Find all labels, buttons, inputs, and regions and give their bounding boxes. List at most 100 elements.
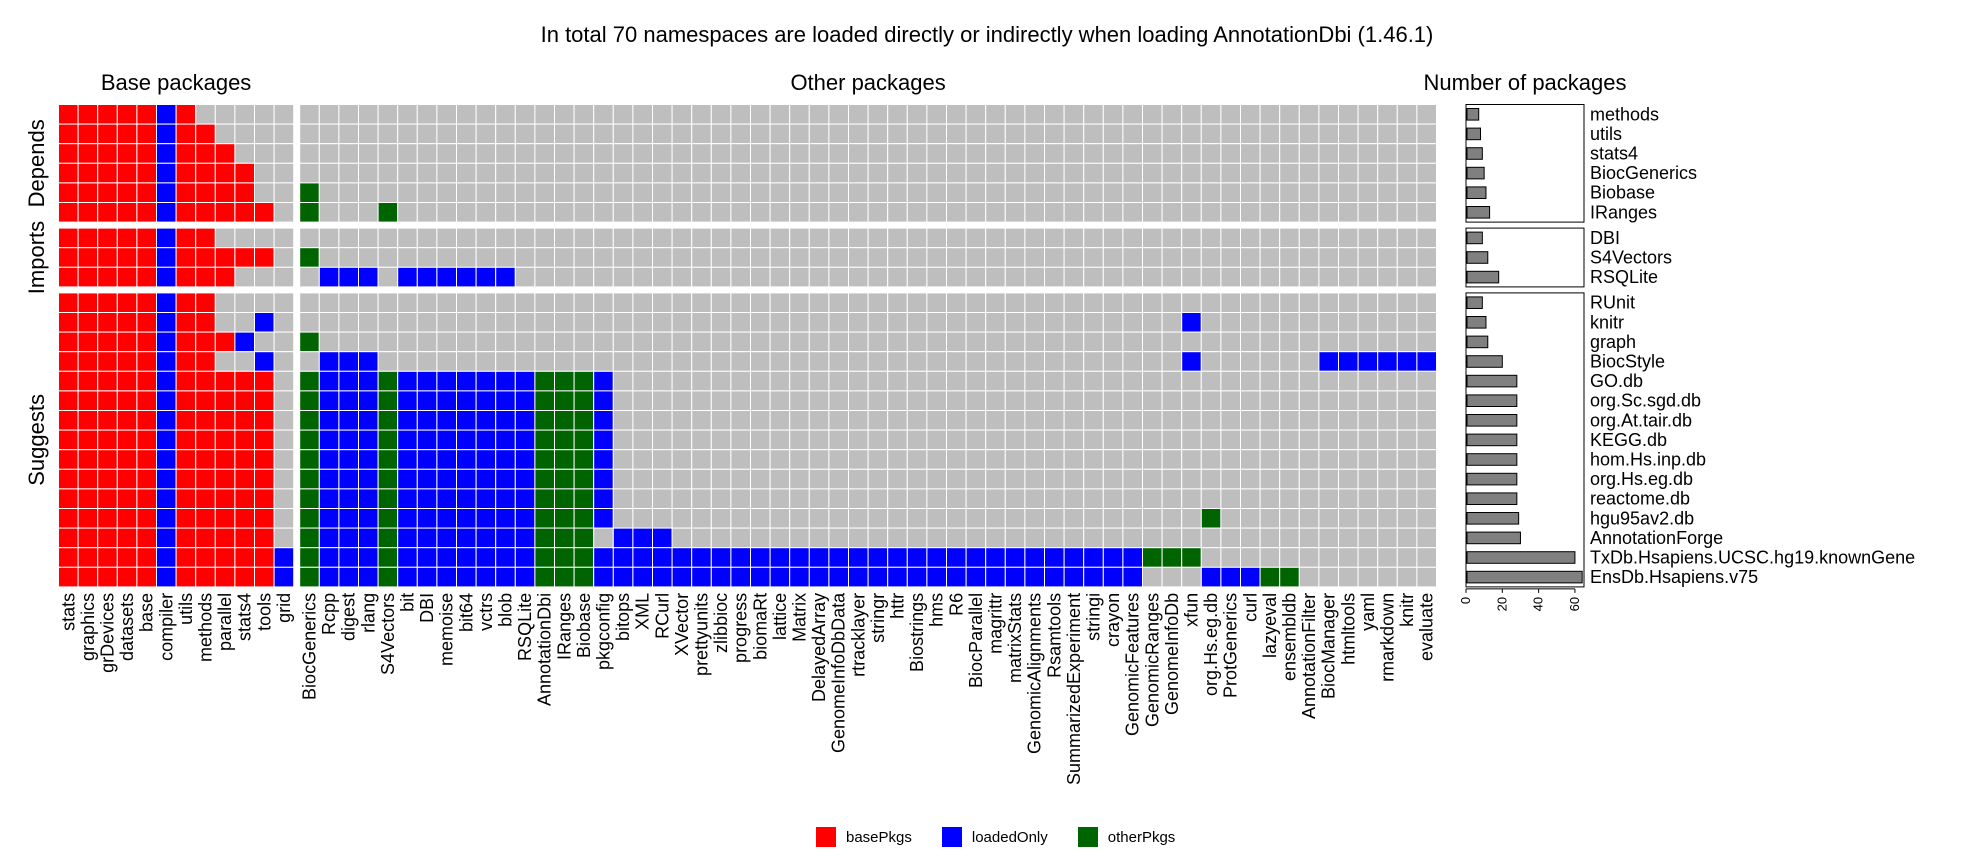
cell-go-db-httr <box>887 370 908 392</box>
cell-org-hs-eg-db-rcurl <box>652 468 673 490</box>
cell-biobase-genomicalignments <box>1024 182 1046 203</box>
cell-biocgenerics-delayedarray <box>808 162 830 184</box>
cell-go-db-tools <box>254 370 275 392</box>
cell-biobase-memoise <box>436 182 457 203</box>
cell-knitr-iranges <box>554 312 575 333</box>
cell-annotationforge-biocmanager <box>1318 527 1340 549</box>
cell-org-at-tair-db-knitr <box>1396 410 1418 431</box>
cell-biocgenerics-htmltools <box>1338 162 1359 184</box>
bar-axis-tick-label-0: 0 <box>1458 597 1473 604</box>
cell-hom-hs-inp-db-summarizedexperiment <box>1063 449 1085 470</box>
cell-hom-hs-inp-db-base <box>136 449 157 470</box>
cell-hom-hs-inp-db-lattice <box>769 449 791 470</box>
cell-annotationforge-dbi <box>416 527 438 549</box>
cell-knitr-rlang <box>358 312 379 333</box>
cell-rsqlite-stats <box>58 266 79 288</box>
col-label-delayedarray: DelayedArray <box>809 593 829 702</box>
cell-reactome-db-methods <box>195 488 216 509</box>
cell-org-sc-sgd-db-genomicranges <box>1142 390 1163 411</box>
cell-dbi-prettyunits <box>691 227 712 249</box>
cell-s4vectors-genomeinfodbdata <box>828 247 850 268</box>
col-label-evaluate: evaluate <box>1417 593 1437 661</box>
cell-ensdb-hsapiens-v75-biomart <box>750 566 771 588</box>
cell-biocstyle-protgenerics <box>1220 351 1242 372</box>
cell-hgu95av2-db-rsqlite <box>514 508 536 529</box>
cell-biocstyle-genomeinfodbdata <box>828 351 850 372</box>
cell-org-hs-eg-db-biocparallel <box>965 468 987 490</box>
cell-iranges-graphics <box>77 202 99 223</box>
cell-dbi-grdevices <box>97 227 118 249</box>
cell-iranges-genomicfeatures <box>1122 202 1144 223</box>
cell-knitr-httr <box>887 312 908 333</box>
cell-biocgenerics-matrixstats <box>1004 162 1026 184</box>
cell-biocgenerics-crayon <box>1102 162 1124 184</box>
bar-dbi <box>1466 231 1483 245</box>
cell-go-db-rmarkdown <box>1377 370 1398 392</box>
cell-runit-prettyunits <box>691 292 712 313</box>
cell-graph-annotationfilter <box>1298 331 1320 353</box>
cell-hom-hs-inp-db-tools <box>254 449 275 470</box>
cell-stats4-datasets <box>116 143 138 164</box>
cell-s4vectors-annotationdbi <box>534 247 556 268</box>
cell-knitr-stats4 <box>234 312 255 333</box>
col-label-lattice: lattice <box>770 593 790 640</box>
col-label-magrittr: magrittr <box>986 593 1006 654</box>
cell-dbi-rmarkdown <box>1377 227 1398 249</box>
cell-kegg-db-genomicalignments <box>1024 429 1046 451</box>
cell-org-hs-eg-db-genomeinfodbdata <box>828 468 850 490</box>
cell-org-at-tair-db-curl <box>1240 410 1261 431</box>
cell-dbi-htmltools <box>1338 227 1359 249</box>
cell-rsqlite-xvector <box>671 266 693 288</box>
cell-s4vectors-knitr <box>1396 247 1418 268</box>
cell-annotationforge-htmltools <box>1338 527 1359 549</box>
cell-kegg-db-curl <box>1240 429 1261 451</box>
cell-go-db-s4vectors <box>377 370 399 392</box>
cell-stats4-tools <box>254 143 275 164</box>
cell-methods-vctrs <box>475 104 497 125</box>
cell-iranges-rtracklayer <box>848 202 869 223</box>
cell-iranges-lattice <box>769 202 791 223</box>
cell-biocgenerics-stringi <box>1083 162 1104 184</box>
cell-kegg-db-lattice <box>769 429 791 451</box>
cell-biobase-grdevices <box>97 182 118 203</box>
cell-dbi-org-hs-eg-db <box>1200 227 1222 249</box>
bar-axis-tick-label-20: 20 <box>1494 597 1509 611</box>
col-label-genomicalignments: GenomicAlignments <box>1025 593 1045 754</box>
cell-org-hs-eg-db-matrix <box>789 468 810 490</box>
cell-iranges-htmltools <box>1338 202 1359 223</box>
cell-ensdb-hsapiens-v75-stringr <box>867 566 889 588</box>
cell-ensdb-hsapiens-v75-grdevices <box>97 566 118 588</box>
cell-kegg-db-grdevices <box>97 429 118 451</box>
cell-dbi-stringr <box>867 227 889 249</box>
cell-biobase-biostrings <box>906 182 928 203</box>
cell-biobase-genomeinfodb <box>1161 182 1183 203</box>
cell-kegg-db-parallel <box>214 429 236 451</box>
cell-org-sc-sgd-db-r6 <box>946 390 967 411</box>
cell-go-db-r6 <box>946 370 967 392</box>
cell-reactome-db-stringi <box>1083 488 1104 509</box>
cell-s4vectors-rcurl <box>652 247 673 268</box>
cell-biocgenerics-grdevices <box>97 162 118 184</box>
cell-hgu95av2-db-xml <box>632 508 654 529</box>
cell-kegg-db-biostrings <box>906 429 928 451</box>
cell-rsqlite-zlibbioc <box>710 266 732 288</box>
cell-stats4-matrix <box>789 143 810 164</box>
cell-go-db-zlibbioc <box>710 370 732 392</box>
cell-kegg-db-digest <box>338 429 359 451</box>
cell-utils-rmarkdown <box>1377 123 1398 145</box>
cell-stats4-org-hs-eg-db <box>1200 143 1222 164</box>
cell-hom-hs-inp-db-rtracklayer <box>848 449 869 470</box>
cell-utils-progress <box>730 123 752 145</box>
cell-reactome-db-datasets <box>116 488 138 509</box>
cell-hgu95av2-db-xvector <box>671 508 693 529</box>
cell-org-sc-sgd-db-stringr <box>867 390 889 411</box>
cell-iranges-progress <box>730 202 752 223</box>
cell-utils-tools <box>254 123 275 145</box>
cell-s4vectors-stringi <box>1083 247 1104 268</box>
cell-iranges-yaml <box>1357 202 1379 223</box>
cell-biobase-base <box>136 182 157 203</box>
cell-runit-digest <box>338 292 359 313</box>
cell-go-db-graphics <box>77 370 99 392</box>
cell-graph-curl <box>1240 331 1261 353</box>
cell-runit-r6 <box>946 292 967 313</box>
